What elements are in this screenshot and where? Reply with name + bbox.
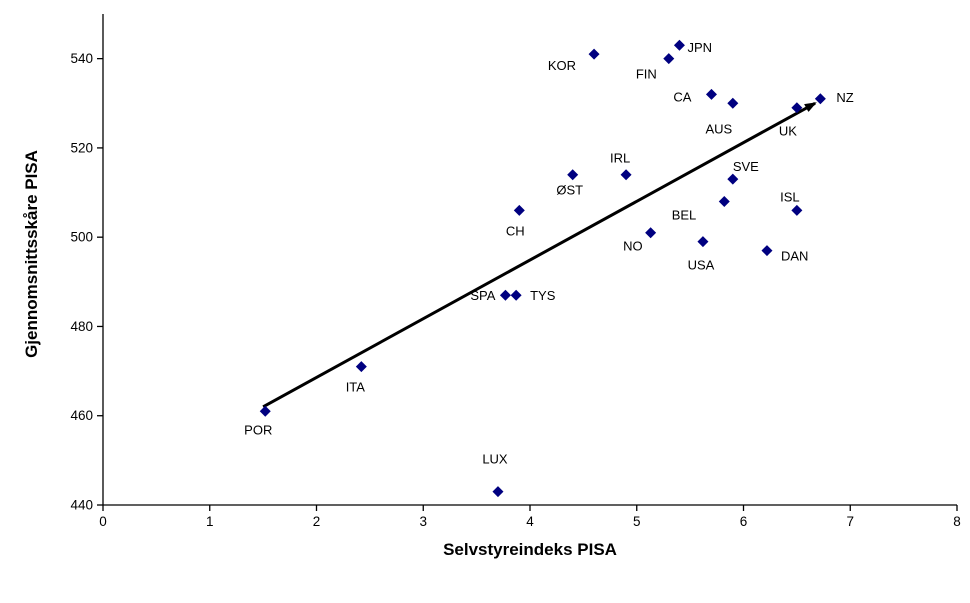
x-tick-label: 2 (313, 514, 321, 529)
y-tick-label: 440 (70, 498, 93, 513)
data-point-USA (697, 236, 709, 248)
point-label-SVE: SVE (733, 159, 759, 174)
point-label-DAN: DAN (781, 249, 808, 264)
point-label-FIN: FIN (636, 67, 657, 82)
point-label-ITA: ITA (346, 380, 366, 395)
x-tick-label: 8 (953, 514, 961, 529)
point-label-USA: USA (688, 258, 715, 273)
x-tick-label: 3 (419, 514, 427, 529)
y-tick-label: 500 (70, 230, 93, 245)
data-point-TYS (510, 289, 522, 301)
point-label-JPN: JPN (687, 40, 712, 55)
x-tick-label: 1 (206, 514, 214, 529)
y-tick-label: 520 (70, 140, 93, 155)
point-label-LUX: LUX (482, 452, 508, 467)
trend-line (262, 101, 817, 409)
data-point-ISL (791, 204, 803, 216)
data-point-SVE (727, 173, 739, 185)
point-label-NO: NO (623, 239, 643, 254)
x-axis-title: Selvstyreindeks PISA (443, 540, 617, 559)
x-tick-label: 4 (526, 514, 534, 529)
data-point-BEL (718, 195, 730, 207)
data-point-NZ (814, 93, 826, 105)
point-label-UK: UK (779, 124, 797, 139)
data-point-UK (791, 102, 803, 114)
point-label-ISL: ISL (780, 189, 800, 204)
data-point-NO (645, 227, 657, 239)
data-point-POR (259, 405, 271, 417)
data-point-DAN (761, 245, 773, 257)
data-point-LUX (492, 486, 504, 498)
data-point-IRL (620, 169, 632, 181)
data-point-CA (705, 88, 717, 100)
data-point-AUS (727, 97, 739, 109)
data-point-JPN (673, 39, 685, 51)
point-label-SPA: SPA (470, 288, 495, 303)
point-label-TYS: TYS (530, 288, 556, 303)
point-label-CA: CA (673, 89, 691, 104)
point-label-KOR: KOR (548, 58, 576, 73)
point-label-CH: CH (506, 223, 525, 238)
x-tick-label: 7 (846, 514, 854, 529)
point-label-NZ: NZ (836, 90, 853, 105)
y-tick-label: 460 (70, 408, 93, 423)
y-tick-label: 540 (70, 51, 93, 66)
point-label-ØST: ØST (556, 183, 583, 198)
data-point-ITA (355, 361, 367, 373)
point-label-AUS: AUS (705, 121, 732, 136)
data-point-KOR (588, 48, 600, 60)
x-tick-label: 6 (740, 514, 748, 529)
point-label-IRL: IRL (610, 151, 630, 166)
data-point-FIN (663, 53, 675, 65)
data-point-ØST (567, 169, 579, 181)
data-point-SPA (499, 289, 511, 301)
point-label-BEL: BEL (672, 207, 697, 222)
x-tick-label: 5 (633, 514, 641, 529)
x-tick-label: 0 (99, 514, 107, 529)
point-label-POR: POR (244, 422, 272, 437)
data-point-CH (513, 204, 525, 216)
y-tick-label: 480 (70, 319, 93, 334)
